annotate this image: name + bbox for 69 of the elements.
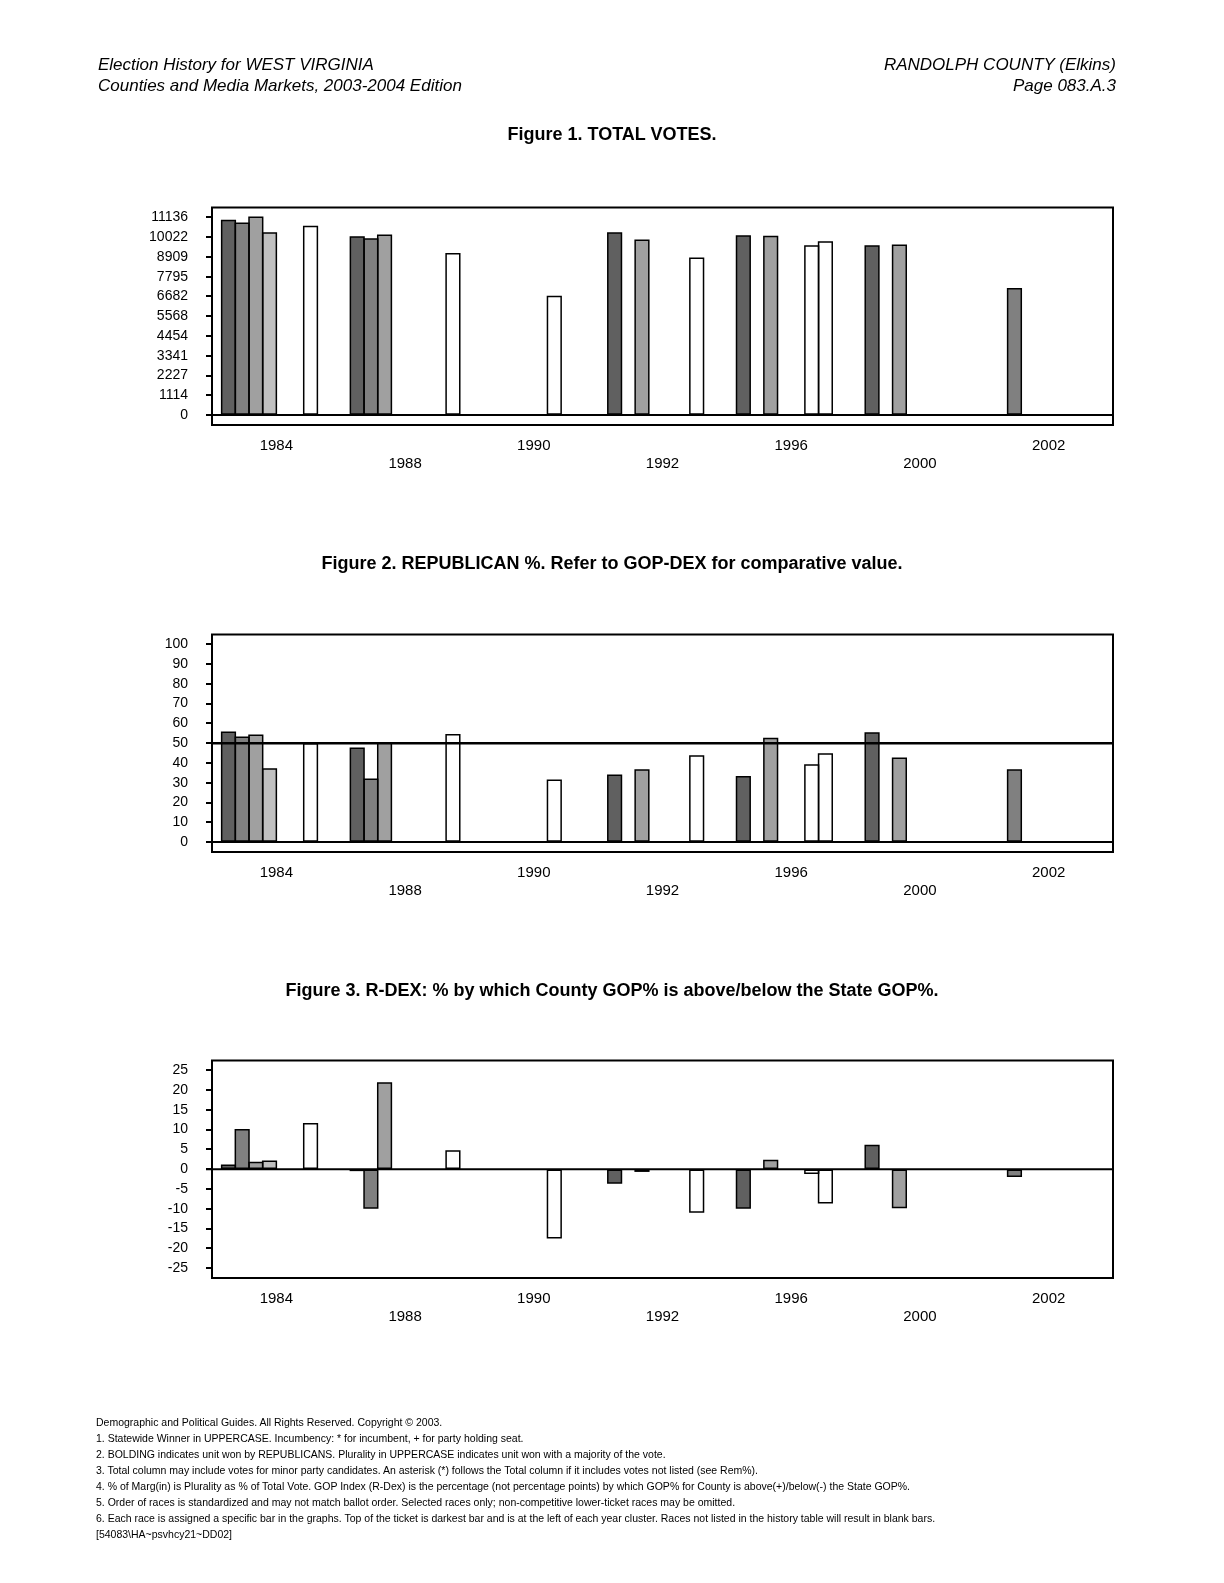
y-tick-label: 6682 bbox=[156, 287, 189, 304]
text: 5. Order of races is standardized and may not match ballot order. Selected races only; non-competitive lower-ticket races may be omitted. bbox=[96, 1495, 737, 1510]
text: 2. BOLDING indicates unit won by REPUBLICANS. Plurality in UPPERCASE indicates unit won with a majority of the vote. bbox=[96, 1447, 667, 1462]
y-tick-label: 2227 bbox=[156, 366, 189, 383]
x-tick-label: 2000 bbox=[903, 454, 937, 472]
y-tick-label: -25 bbox=[167, 1258, 189, 1275]
y-tick-label: 0 bbox=[180, 832, 189, 849]
y-tick-label: 10 bbox=[172, 813, 189, 830]
y-tick-label: -15 bbox=[167, 1219, 189, 1236]
y-tick-label: 30 bbox=[172, 773, 189, 790]
y-tick-label: 60 bbox=[172, 714, 189, 731]
y-tick-label: 80 bbox=[172, 674, 189, 691]
y-tick-label: 90 bbox=[172, 654, 189, 671]
y-tick-label: 70 bbox=[172, 694, 189, 711]
y-tick-label: 20 bbox=[172, 1080, 189, 1097]
y-tick-label: 1114 bbox=[158, 386, 189, 403]
x-tick-label: 2002 bbox=[1031, 863, 1066, 881]
y-tick-label: 10022 bbox=[149, 227, 189, 244]
x-tick-label: 1996 bbox=[774, 436, 808, 454]
chart-title: Figure 1. TOTAL VOTES. bbox=[506, 124, 718, 145]
chart-title: Figure 2. REPUBLICAN %. Refer to GOP-DEX for comparative value. bbox=[320, 553, 904, 574]
x-tick-label: 2000 bbox=[903, 1307, 937, 1325]
y-tick-label: 40 bbox=[172, 753, 189, 770]
y-tick-label: 3341 bbox=[156, 346, 189, 363]
x-tick-label: 1984 bbox=[259, 863, 294, 881]
text: Election History for WEST VIRGINIA bbox=[98, 54, 375, 75]
text: 1. Statewide Winner in UPPERCASE. Incumbency: * for incumbent, + for party holding seat. bbox=[96, 1431, 525, 1446]
x-tick-label: 1992 bbox=[645, 1307, 680, 1325]
chart-title: Figure 3. R-DEX: % by which County GOP% is above/below the State GOP%. bbox=[284, 980, 940, 1001]
text: 6. Each race is assigned a specific bar in the graphs. Top of the ticket is darkest bar and is at the left of each year cluster. Races not listed in the history table will result in blank bars. bbox=[96, 1511, 937, 1526]
x-tick-label: 1992 bbox=[645, 454, 680, 472]
text: [54083\HA~psvhcy21~DD02] bbox=[96, 1527, 233, 1542]
y-tick-label: -10 bbox=[167, 1199, 189, 1216]
y-tick-label: -20 bbox=[167, 1239, 189, 1256]
y-tick-label: 8909 bbox=[156, 247, 189, 264]
y-tick-label: -5 bbox=[175, 1179, 189, 1196]
y-tick-label: 50 bbox=[172, 734, 189, 751]
text: 4. % of Marg(in) is Plurality as % of Total Vote. GOP Index (R-Dex) is the percentage (not percentage points) by which GOP% for County is above(+)/below(-) the State GOP%. bbox=[96, 1479, 912, 1494]
x-tick-label: 1990 bbox=[517, 436, 551, 454]
x-tick-label: 1984 bbox=[259, 1289, 294, 1307]
y-tick-label: 11136 bbox=[151, 208, 189, 225]
text: RANDOLPH COUNTY (Elkins) bbox=[882, 54, 1116, 75]
text: Demographic and Political Guides. All Rights Reserved. Copyright © 2003. bbox=[96, 1415, 444, 1430]
y-tick-label: 0 bbox=[180, 1160, 189, 1177]
text: Page 083.A.3 bbox=[1011, 75, 1116, 96]
y-tick-label: 4454 bbox=[156, 326, 189, 343]
x-tick-label: 1990 bbox=[517, 863, 551, 881]
x-tick-label: 1984 bbox=[259, 436, 294, 454]
y-tick-label: 0 bbox=[180, 405, 189, 422]
y-tick-label: 5568 bbox=[156, 307, 189, 324]
x-tick-label: 1992 bbox=[645, 881, 680, 899]
x-tick-label: 2002 bbox=[1031, 1289, 1066, 1307]
y-tick-label: 15 bbox=[172, 1100, 189, 1117]
x-tick-label: 2000 bbox=[903, 881, 937, 899]
x-tick-label: 1990 bbox=[517, 1289, 551, 1307]
x-tick-label: 1988 bbox=[388, 454, 422, 472]
y-tick-label: 7795 bbox=[156, 267, 189, 284]
y-tick-label: 25 bbox=[172, 1061, 189, 1078]
y-tick-label: 5 bbox=[180, 1140, 189, 1157]
x-tick-label: 1996 bbox=[774, 863, 808, 881]
x-tick-label: 1996 bbox=[774, 1289, 808, 1307]
x-tick-label: 1988 bbox=[388, 1307, 422, 1325]
text: 3. Total column may include votes for minor party candidates. An asterisk (*) follows the Total column if it includes votes not listed (see Rem%). bbox=[96, 1463, 759, 1478]
y-tick-label: 10 bbox=[172, 1120, 189, 1137]
x-tick-label: 2002 bbox=[1031, 436, 1066, 454]
text: Counties and Media Markets, 2003-2004 Edition bbox=[98, 75, 463, 96]
x-tick-label: 1988 bbox=[388, 881, 422, 899]
y-tick-label: 100 bbox=[164, 635, 189, 652]
y-tick-label: 20 bbox=[172, 793, 189, 810]
